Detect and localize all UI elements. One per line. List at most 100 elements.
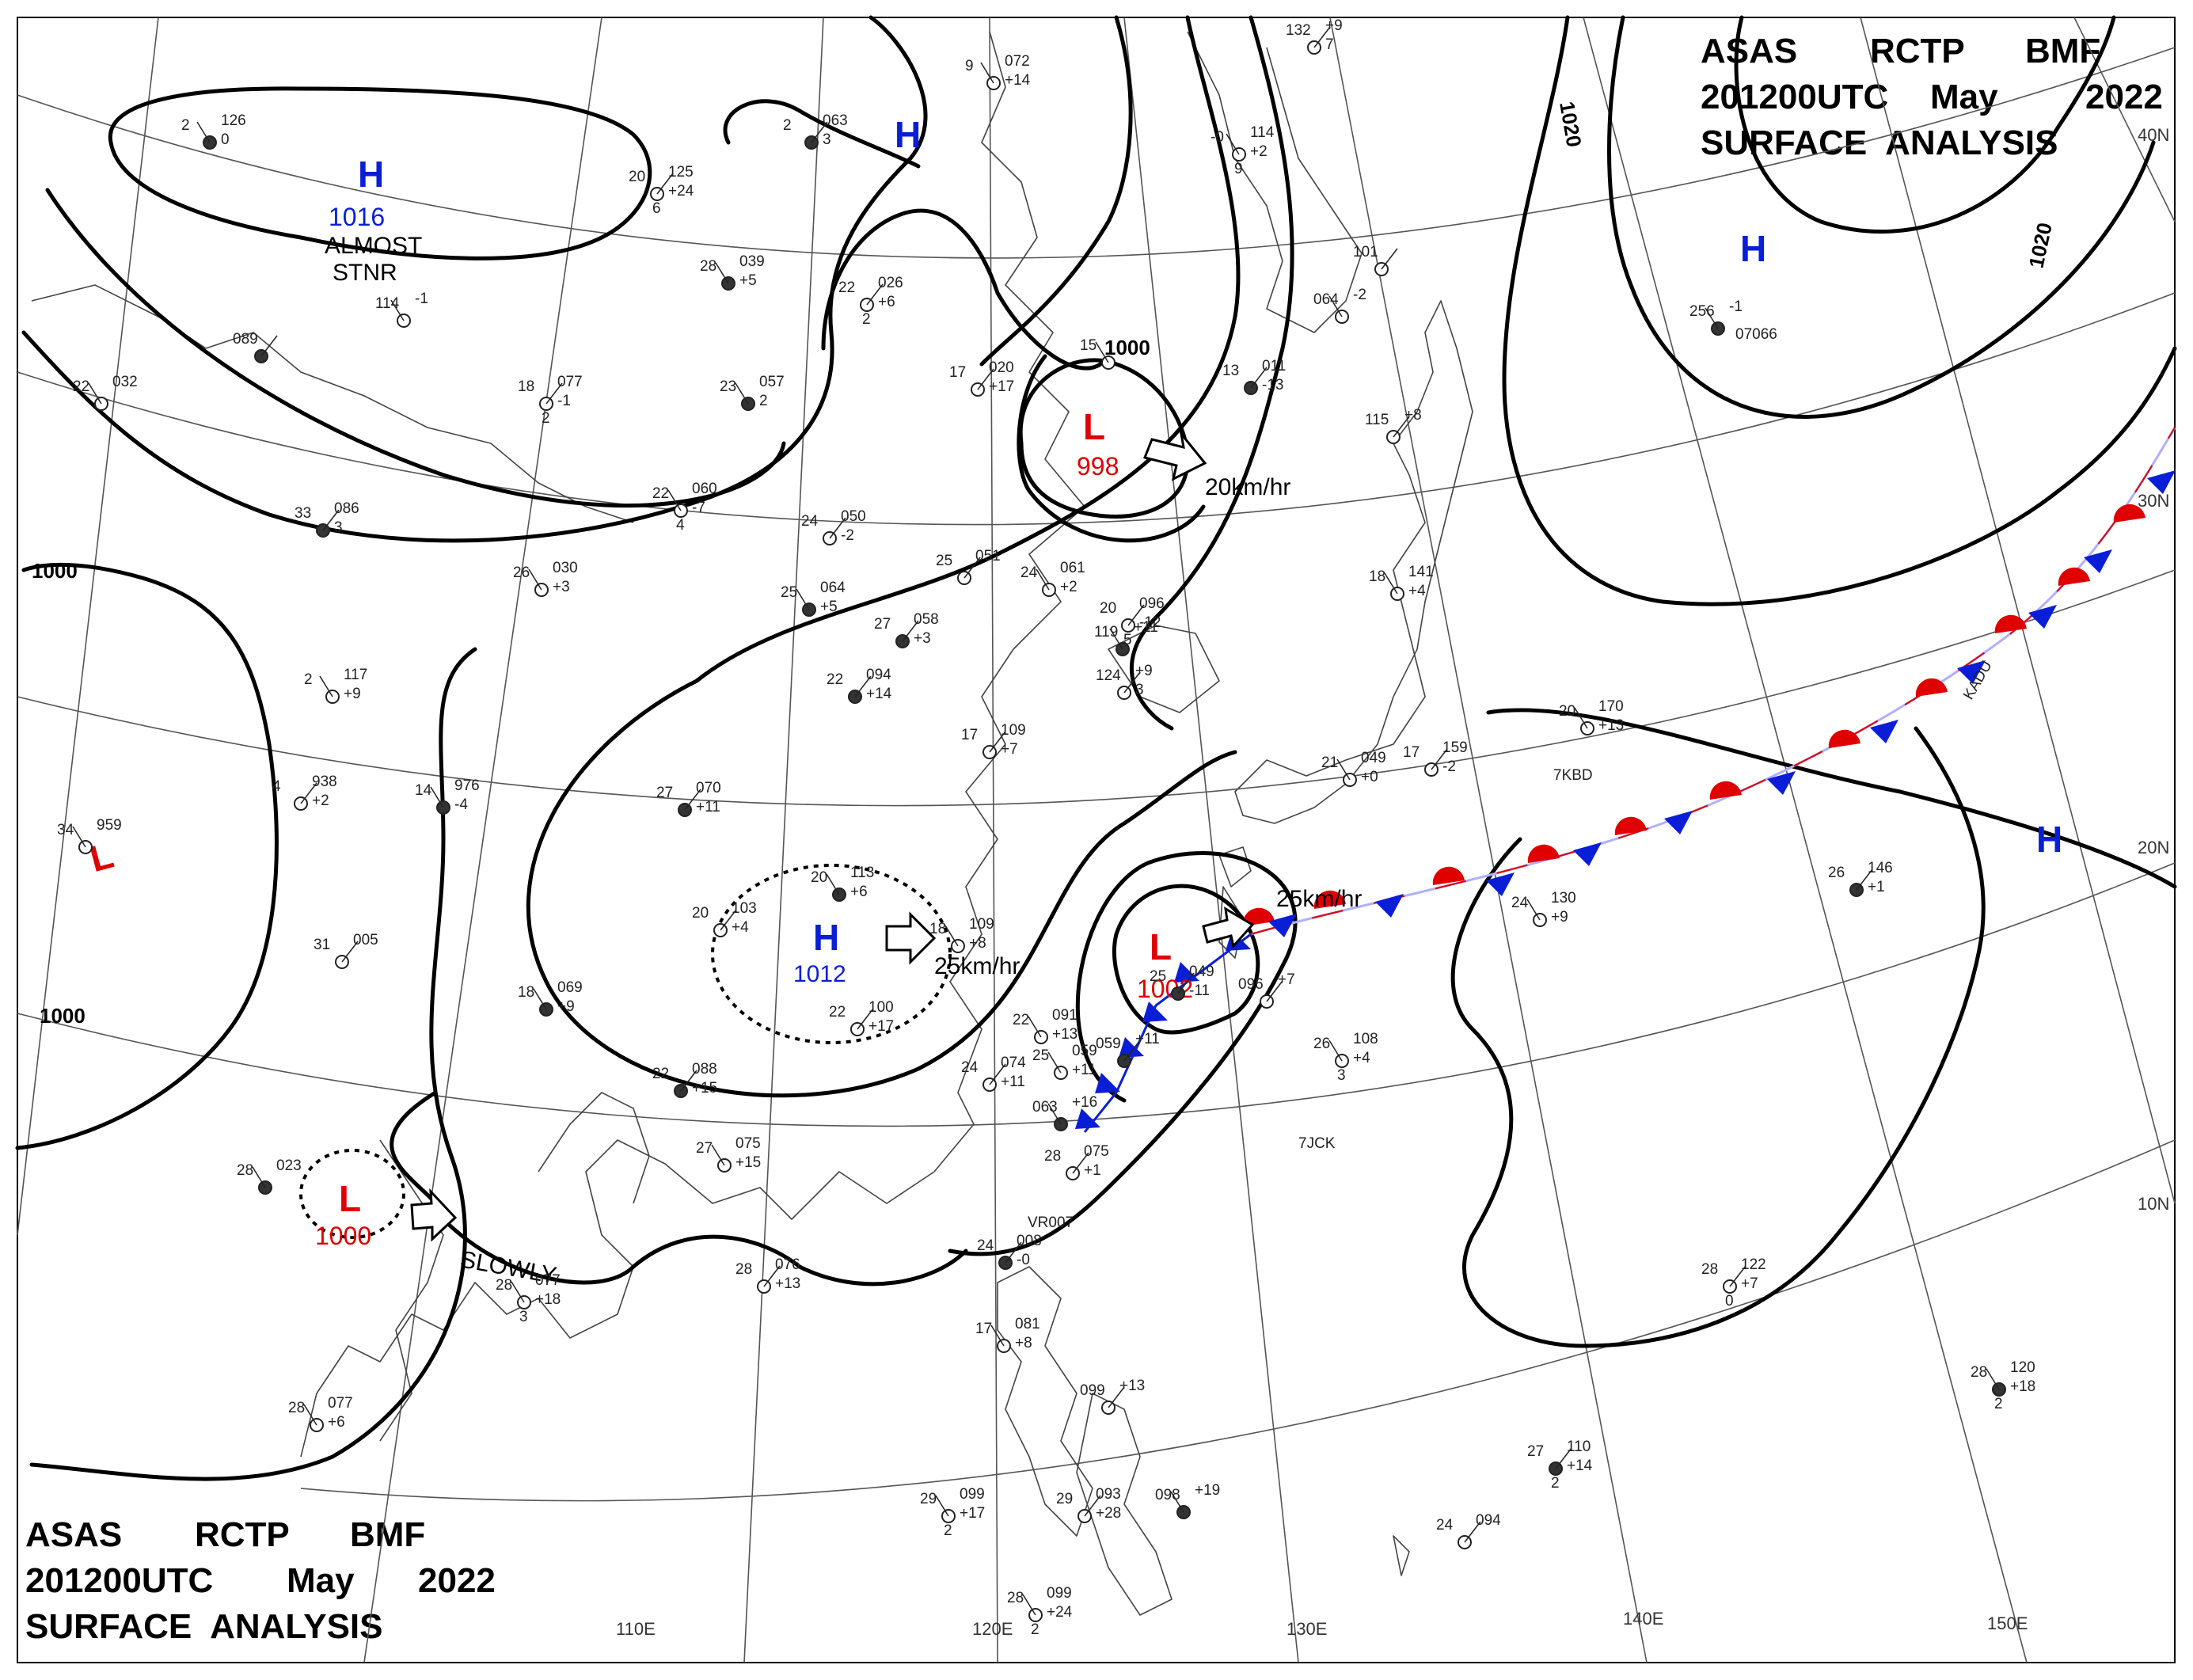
station-value: 21: [1321, 754, 1338, 771]
station-value: +13: [1598, 717, 1624, 734]
station-value: +18: [2010, 1378, 2035, 1395]
coastline-inland-border: [31, 284, 634, 523]
latitude-line: [17, 47, 2176, 259]
wind-barb-icon: [1123, 671, 1141, 694]
station-value: +8: [969, 935, 986, 952]
isobar: [526, 15, 1241, 1098]
station-value: +11: [1072, 1062, 1096, 1078]
station-plot: 22 032: [73, 374, 138, 411]
station-value: 059: [1096, 1036, 1121, 1052]
station-value: +7: [1741, 1275, 1758, 1292]
wind-barb-icon: [796, 588, 810, 610]
station-value: 076: [775, 1256, 800, 1273]
station-plot: 28 039 +5: [700, 253, 765, 291]
isobar: [1130, 15, 1294, 731]
station-value: 24: [961, 1059, 979, 1076]
warm-front-scallop: [1432, 866, 1465, 885]
wind-barb-icon: [989, 1063, 1006, 1085]
station-value: 4: [676, 517, 685, 534]
station-plot: 064 -2: [1313, 287, 1366, 324]
station-value: -2: [1353, 287, 1366, 303]
station-value: +5: [739, 272, 757, 289]
station-value: 20: [692, 905, 709, 922]
station-plot: 24 061 +2: [1020, 560, 1085, 597]
station-value: 099: [1080, 1382, 1105, 1399]
station-value: +0: [1361, 769, 1378, 785]
station-value: +3: [553, 579, 570, 595]
station-value: 096: [1139, 595, 1165, 612]
station-value: +9: [1135, 663, 1153, 679]
wind-barb-icon: [300, 782, 317, 804]
coastline-hainan: [538, 1092, 650, 1204]
station-value: 25: [1032, 1047, 1049, 1064]
header-agency: ASAS: [25, 1515, 123, 1554]
station-value: +11: [1001, 1074, 1025, 1090]
station-value: 5: [1123, 632, 1132, 648]
station-plot: 20 096 -12 5: [1100, 595, 1165, 648]
high-pressure-value: 1016: [329, 203, 385, 231]
longitude-label: 150E: [1987, 1613, 2028, 1633]
station-plot: 099 +13: [1080, 1378, 1145, 1415]
cold-front-symbols: [1075, 470, 2176, 1129]
station-value: 25: [1150, 968, 1166, 985]
station-value: 069: [557, 979, 583, 996]
station-value: 051: [975, 548, 1001, 564]
station-value: 094: [1476, 1512, 1501, 1529]
station-plot: 132 +9 7: [1286, 17, 1343, 55]
station-value: 2: [181, 117, 190, 134]
isobar: [1486, 708, 2177, 889]
isobar: [108, 86, 652, 260]
station-value: 18: [518, 984, 534, 1001]
station-plot: 23 057 2: [720, 374, 785, 411]
station-plot: 20 103 +4: [692, 900, 757, 937]
station-plot: 18 141 +4: [1369, 564, 1434, 601]
station-value: +4: [1353, 1050, 1370, 1066]
station-value: -12: [1139, 614, 1161, 631]
station-plot: 15: [1080, 337, 1116, 370]
motion-arrow-icon: [410, 1188, 458, 1242]
wind-barb-icon: [854, 675, 872, 697]
station-value: -2: [841, 527, 854, 544]
wind-barb-icon: [1047, 1051, 1062, 1074]
station-value: 170: [1598, 698, 1624, 715]
cold-front-tooth: [1957, 660, 1986, 684]
wind-barb-icon: [1072, 1152, 1089, 1174]
station-plot: 20 113 +6: [811, 865, 874, 902]
isobar: [441, 1217, 968, 1287]
header-center: RCTP: [195, 1515, 290, 1554]
latitude-line: [17, 862, 2176, 1127]
wind-barb-icon: [196, 121, 211, 143]
station-value: 18: [1369, 568, 1385, 585]
station-value: 086: [334, 500, 359, 517]
station-plot: 28 120 +18 2: [1971, 1359, 2035, 1412]
station-value: 132: [1286, 22, 1311, 39]
motion-speed: 25km/hr: [1276, 886, 1362, 912]
station-value: 011: [1262, 358, 1286, 374]
station-value: +7: [1278, 971, 1295, 988]
station-value: 20: [811, 869, 827, 886]
isobar: [29, 647, 477, 1481]
station-value: 4: [272, 778, 281, 795]
station-value: 22: [652, 485, 669, 502]
wind-barb-icon: [1123, 1040, 1141, 1062]
isobar: [45, 188, 786, 508]
station-value: 099: [1047, 1585, 1072, 1602]
low-symbol: L: [1150, 926, 1172, 967]
wind-barb-icon: [667, 489, 682, 511]
wind-barb-icon: [1170, 1491, 1184, 1513]
warm-front-scallop: [1527, 844, 1560, 863]
station-value: +13: [775, 1275, 800, 1292]
station-value: 108: [1353, 1031, 1378, 1047]
station-plot: 24 008 -0: [977, 1233, 1042, 1270]
station-value: 126: [221, 112, 246, 129]
station-plot: 22 094 +14: [827, 667, 892, 704]
header-month: May: [287, 1561, 355, 1600]
header-line-2: 201200UTC May 2022: [1701, 74, 2176, 120]
station-value: 27: [874, 616, 891, 633]
warm-front-scallop: [1828, 729, 1860, 748]
isobar: [821, 208, 1103, 371]
cold-front-tooth: [1767, 771, 1796, 795]
station-plot: 28 099 +24 2: [1007, 1585, 1073, 1638]
coastline-philippines-mindanao: [1076, 1393, 1173, 1616]
